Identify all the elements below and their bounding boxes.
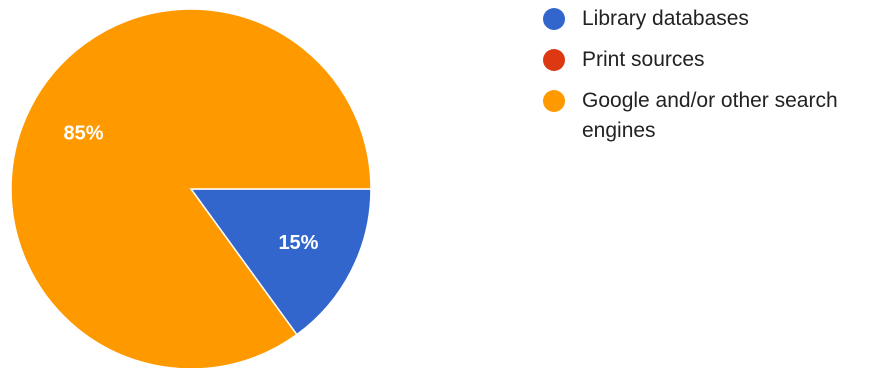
pie-slice-library-databases[interactable] [189,188,372,336]
legend-label-print-sources: Print sources [582,48,705,71]
pie-slice-google-search-engines[interactable] [10,8,372,368]
legend-swatch-google-search-engines [543,90,565,112]
legend-item-library-databases[interactable]: Library databases [541,4,871,34]
legend-label-google-search-engines: Google and/or other search engines [582,89,838,142]
legend-swatch-library-databases [543,8,565,30]
legend-item-google-search-engines[interactable]: Google and/or other search engines [541,86,871,146]
legend-item-print-sources[interactable]: Print sources [541,45,871,75]
legend-swatch-print-sources [543,49,565,71]
pie-chart-svg: 15% 85% [10,8,372,368]
chart-legend: Library databases Print sources Google a… [541,4,871,157]
legend-label-library-databases: Library databases [582,7,749,30]
slice-label-google-search-engines: 85% [64,123,104,145]
slice-label-library-databases: 15% [278,232,318,254]
